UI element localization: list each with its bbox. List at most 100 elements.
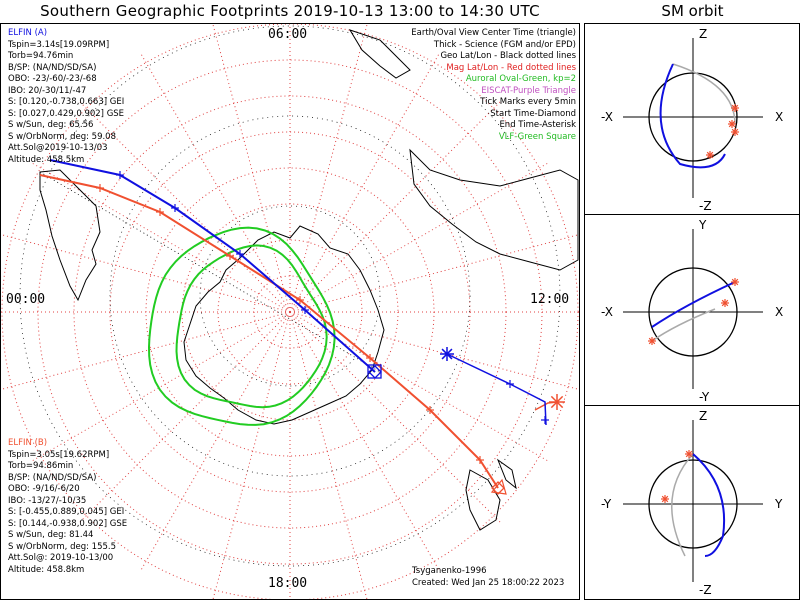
elfin-b-line: S: [0.144,-0.938,0.902] GSE <box>8 518 128 529</box>
asterisk-stroke <box>441 348 453 360</box>
sm-panel-xz: Z -Z -X X <box>601 27 783 213</box>
mag-lon-line <box>212 311 291 599</box>
asterisk-stroke <box>721 299 729 307</box>
elfin-a-line: Altitude: 458.5km <box>8 154 85 165</box>
time-label-right: 12:00 <box>530 292 570 307</box>
sm-orbit-b <box>672 63 736 125</box>
mag-lon-line <box>289 311 551 463</box>
elfin-a-line: OBO: -23/-60/-23/-68 <box>8 74 97 84</box>
sm-marker-b <box>728 120 736 128</box>
elfin-a-track-2 <box>446 353 547 426</box>
elfin-a-line: Torb=94.76min <box>8 51 74 61</box>
sm-orbit-b <box>671 453 694 557</box>
elfin-a-line: S w/OrbNorm, deg: 59.08 <box>8 131 117 142</box>
mag-lon-line <box>289 311 503 525</box>
elfin-a-line: Att.Sol@2019-10-13/03 <box>8 143 108 153</box>
sm-panel-xy: Y -Y -X X <box>601 218 783 404</box>
south-america-outline <box>39 169 101 302</box>
sm-orbit-a <box>659 63 726 169</box>
mag-lon-line <box>139 51 291 313</box>
elfin-b-center-triangle <box>490 478 507 495</box>
geo-lat-circle <box>199 205 381 387</box>
antarctica-outline <box>183 225 385 425</box>
sm-axis-label-left: -X <box>601 110 613 124</box>
mag-lon-line <box>289 161 551 313</box>
legend-entry: Mag Lat/Lon - Red dotted lines <box>446 62 576 73</box>
sm-earth-circle <box>648 267 738 357</box>
sm-axis-label-bottom: -Z <box>699 583 712 597</box>
time-label-top: 06:00 <box>268 27 308 42</box>
elfin-b-end-asterisk <box>549 394 565 410</box>
asterisk-stroke <box>728 120 736 128</box>
elfin-b-line: Altitude: 458.8km <box>8 564 85 575</box>
asterisk-stroke <box>550 395 564 409</box>
elfin-b-line: B/SP: (NA/ND/SD/SA) <box>8 472 97 483</box>
legend-entry: Tick Marks every 5min <box>480 97 576 107</box>
sm-orbit-a <box>692 453 726 557</box>
sm-earth-circle <box>648 459 738 549</box>
legend-entry: Start Time-Diamond <box>490 108 576 119</box>
sm-marker-b <box>685 450 693 458</box>
elfin-b-line: Tspin=3.05s[19.62RPM] <box>8 449 110 460</box>
sm-earth-circle <box>648 72 738 162</box>
elfin-a-name: ELFIN (A) <box>8 28 48 38</box>
legend: Earth/Oval View Center Time (triangle) Th… <box>411 28 576 143</box>
sm-axis-label-top: Z <box>699 409 707 423</box>
elfin-b-line: Torb=94.86min <box>8 461 74 471</box>
sm-marker-b <box>731 128 739 136</box>
mag-lon-line <box>139 311 291 573</box>
geo-lon-line <box>39 171 381 373</box>
sm-axis-label-right: Y <box>774 497 783 511</box>
mag-lon-line <box>29 161 291 313</box>
plot-title: Southern Geographic Footprints 2019-10-1… <box>40 2 540 20</box>
elfin-a-line: S: [0.027,0.429,0.902] GSE <box>8 108 125 119</box>
asterisk-stroke <box>648 337 656 345</box>
legend-entry: End Time-Asterisk <box>499 120 576 130</box>
sm-marker-b <box>721 299 729 307</box>
sm-axis-label-left: -X <box>601 305 613 319</box>
elfin-b-info: ELFIN (B) Tspin=3.05s[19.62RPM] Torb=94.… <box>8 438 127 576</box>
legend-entry: Earth/Oval View Center Time (triangle) <box>411 28 576 38</box>
sm-orbit-a <box>651 281 736 328</box>
elfin-b-line: Att.Sol@: 2019-10-13/00 <box>8 553 114 563</box>
legend-entry: Auroral Oval-Green, kp=2 <box>465 74 576 84</box>
geo-lat-circle <box>109 115 471 477</box>
mag-grid <box>1 24 579 599</box>
elfin-b-line: S: [-0.455,0.889,0.045] GEI <box>8 507 125 517</box>
mag-lon-line <box>289 311 441 573</box>
legend-entry: VLF-Green Square <box>498 131 576 142</box>
australia-outline <box>409 148 579 271</box>
asterisk-stroke <box>731 128 739 136</box>
elfin-b-line: S w/OrbNorm, deg: 155.5 <box>8 541 117 552</box>
legend-entry: Thick - Science (FGM and/or EPD) <box>433 39 576 50</box>
sm-marker-b <box>731 278 739 286</box>
sm-orbit-b <box>651 308 716 342</box>
mag-lon-line <box>1 311 291 390</box>
auroral-oval-outer <box>147 226 336 426</box>
asterisk-stroke <box>731 104 739 112</box>
elfin-a-line: Tspin=3.14s[19.09RPM] <box>8 39 110 50</box>
elfin-b-line: IBO: -13/27/-10/35 <box>8 495 87 506</box>
time-label-left: 00:00 <box>6 292 46 307</box>
mag-lon-line <box>289 24 368 313</box>
sm-axis-label-bottom: -Z <box>699 199 712 213</box>
asterisk-stroke <box>706 151 714 159</box>
elfin-a-line: S w/Sun, deg: 65.56 <box>8 120 94 130</box>
elfin-a-track <box>49 159 376 373</box>
elfin-b-name: ELFIN (B) <box>8 438 48 448</box>
elfin-b-line: OBO: -9/16/-6/20 <box>8 484 80 494</box>
new-zealand-outline <box>465 458 517 531</box>
elfin-a-info: ELFIN (A) Tspin=3.14s[19.09RPM] Torb=94.… <box>8 28 124 166</box>
legend-entry: EISCAT-Purple Triangle <box>481 85 576 96</box>
sm-orbit-title: SM orbit <box>661 2 724 20</box>
sm-marker-b <box>648 337 656 345</box>
created-timestamp: Created: Wed Jan 25 18:00:22 2023 <box>412 578 565 588</box>
africa-outline <box>348 29 411 79</box>
sm-axis-label-right: X <box>775 110 783 124</box>
sm-axis-label-bottom: -Y <box>699 390 710 404</box>
elfin-a-start-diamond <box>368 365 382 379</box>
elfin-a-line: S: [0.120,-0.738,0.663] GEI <box>8 97 125 107</box>
sm-marker-b <box>661 495 669 503</box>
sm-axis-label-right: X <box>775 305 783 319</box>
legend-entry: Geo Lat/Lon - Black dotted lines <box>440 51 576 61</box>
